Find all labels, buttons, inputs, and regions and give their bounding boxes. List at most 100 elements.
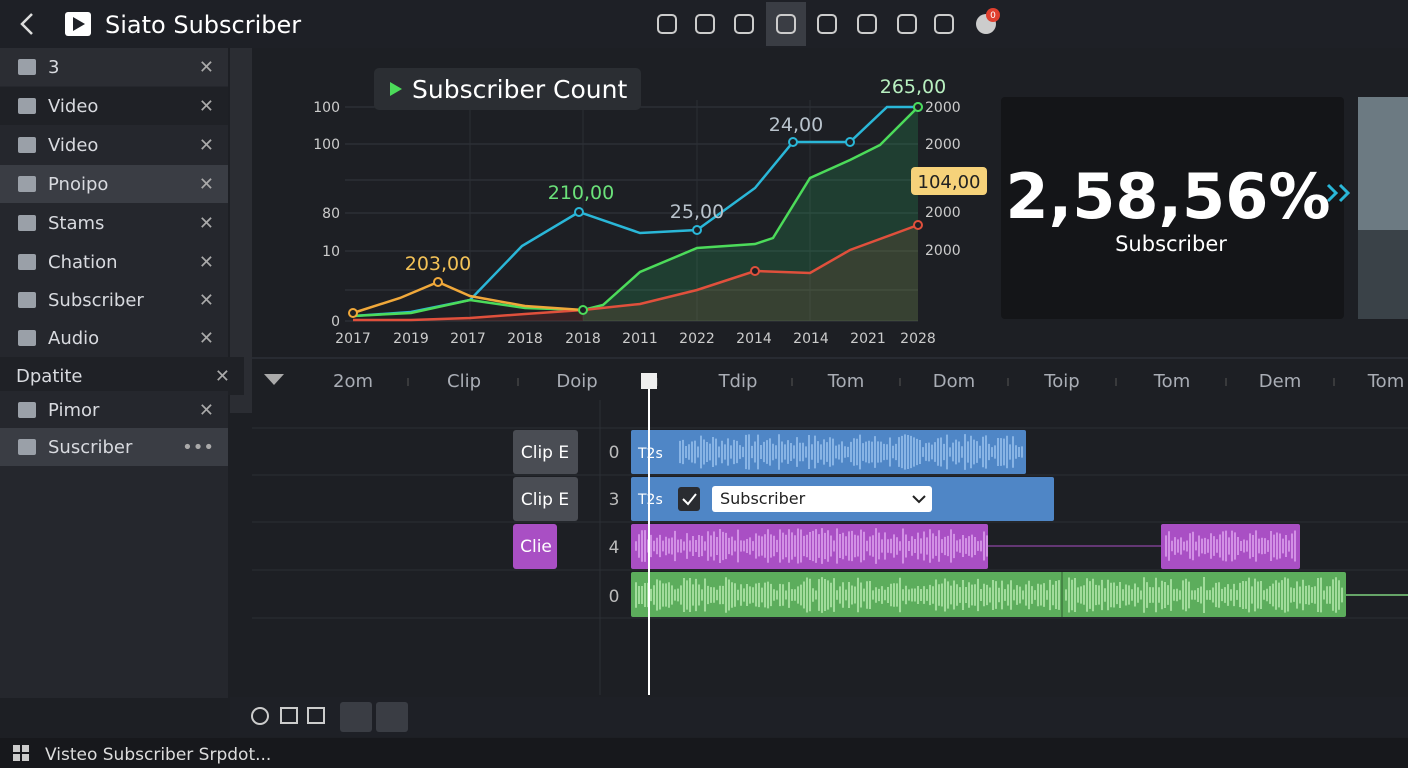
point: [750, 266, 760, 276]
title-icon: [390, 82, 402, 96]
item-action[interactable]: •••: [182, 436, 214, 458]
track-label-box[interactable]: [513, 430, 578, 474]
sidebar-item[interactable]: Video ✕: [0, 87, 228, 125]
item-label: Video: [48, 134, 99, 156]
point: [692, 225, 702, 235]
sidebar-item[interactable]: Audio ✕: [0, 319, 228, 357]
playhead-handle[interactable]: [641, 373, 657, 389]
item-action[interactable]: ✕: [198, 56, 214, 78]
area-green: [583, 107, 918, 321]
item-label: 3: [48, 56, 60, 78]
ruler-label: Doip: [556, 371, 597, 392]
checkbox[interactable]: [678, 487, 700, 511]
badge-count: 0: [990, 11, 996, 21]
collapse-icon[interactable]: [264, 374, 284, 385]
tool-icon[interactable]: [657, 14, 677, 34]
badge: [986, 8, 1000, 22]
tool-icon[interactable]: [817, 14, 837, 34]
item-label: Dpatite: [16, 365, 83, 387]
item-action[interactable]: ✕: [198, 173, 214, 195]
y2-tick-label: 2000: [925, 100, 961, 116]
item-icon: [18, 137, 36, 153]
x-tick-label: 2014: [736, 331, 772, 347]
ruler-label: Tdip: [718, 371, 758, 392]
tool-icon[interactable]: [280, 707, 298, 724]
item-label: Audio: [48, 327, 100, 349]
ruler-label: Dem: [1259, 371, 1301, 392]
item-icon: [18, 254, 36, 270]
sidebar-item[interactable]: Chation ✕: [0, 243, 228, 281]
stat-label: Subscriber: [1115, 232, 1227, 256]
item-icon: [18, 215, 36, 231]
tool-icon[interactable]: [734, 14, 754, 34]
tool-icon[interactable]: [776, 14, 796, 34]
line-red: [353, 223, 919, 322]
annotation-box: [911, 167, 987, 195]
clip[interactable]: [631, 430, 1026, 474]
sidebar-item[interactable]: Stams ✕: [0, 204, 228, 242]
item-action[interactable]: ✕: [198, 212, 214, 234]
play-icon: [73, 17, 85, 31]
x-tick-label: 2011: [622, 331, 658, 347]
x-tick-label: 2028: [900, 331, 936, 347]
track-label-box[interactable]: [513, 524, 557, 569]
item-label: Chation: [48, 251, 118, 273]
waveform: [679, 434, 1023, 470]
item-action[interactable]: ✕: [198, 289, 214, 311]
sidebar-item[interactable]: Pimor ✕: [0, 391, 228, 429]
sidebar-item[interactable]: Dpatite ✕: [0, 357, 244, 395]
sidebar-item[interactable]: Pnoipo ✕: [0, 165, 228, 203]
ruler-label: 2om: [333, 371, 373, 392]
x-tick-label: 2018: [507, 331, 543, 347]
sidebar-item[interactable]: Video ✕: [0, 126, 228, 164]
x-tick-label: 2021: [850, 331, 886, 347]
tool-icon[interactable]: [897, 14, 917, 34]
point: [574, 207, 584, 217]
line-green: [352, 106, 919, 318]
tool-icon[interactable]: [307, 707, 325, 724]
item-action[interactable]: ✕: [198, 251, 214, 273]
annotation: 265,00: [880, 76, 946, 98]
ruler-label: Tom: [1367, 371, 1404, 392]
item-icon: [18, 59, 36, 75]
sidebar-item[interactable]: Suscriber •••: [0, 428, 228, 466]
x-tick-label: 2019: [393, 331, 429, 347]
item-action[interactable]: ✕: [214, 365, 230, 387]
header-bar: [0, 0, 1408, 48]
x-tick-label: 2017: [450, 331, 486, 347]
sidebar-item[interactable]: Subscriber ✕: [0, 281, 228, 319]
point: [788, 137, 798, 147]
item-icon: [18, 402, 36, 418]
item-action[interactable]: ✕: [198, 95, 214, 117]
back-icon[interactable]: [20, 13, 33, 35]
dropdown-text: Subscriber: [720, 489, 806, 508]
bottom-toolbar: [230, 697, 1408, 737]
ruler-label: Tom: [827, 371, 864, 392]
sidebar-item[interactable]: 3 ✕: [0, 48, 228, 86]
track-label-box[interactable]: [513, 477, 578, 521]
item-action[interactable]: ✕: [198, 399, 214, 421]
x-tick-label: 2018: [565, 331, 601, 347]
item-label: Pimor: [48, 399, 100, 421]
dropdown[interactable]: [712, 486, 932, 512]
clip[interactable]: [1161, 524, 1300, 569]
item-label: Stams: [48, 212, 105, 234]
tool-icon[interactable]: [251, 707, 269, 725]
chart-title-box: [374, 68, 641, 110]
y-tick-label: 80: [322, 206, 340, 222]
y-tick-label: 100: [313, 137, 340, 153]
item-action[interactable]: ✕: [198, 134, 214, 156]
tool-btn[interactable]: [376, 702, 408, 732]
tool-btn[interactable]: [340, 702, 372, 732]
item-action[interactable]: ✕: [198, 327, 214, 349]
tool-icon[interactable]: [934, 14, 954, 34]
ruler-bg: [252, 360, 1408, 400]
item-label: Suscriber: [48, 436, 133, 458]
item-icon: [18, 292, 36, 308]
tool-active: [766, 2, 806, 46]
tool-icon[interactable]: [857, 14, 877, 34]
tool-icon[interactable]: [695, 14, 715, 34]
y2-tick-label: 2000: [925, 205, 961, 221]
stat-value: 2,58,56%: [1006, 160, 1331, 233]
